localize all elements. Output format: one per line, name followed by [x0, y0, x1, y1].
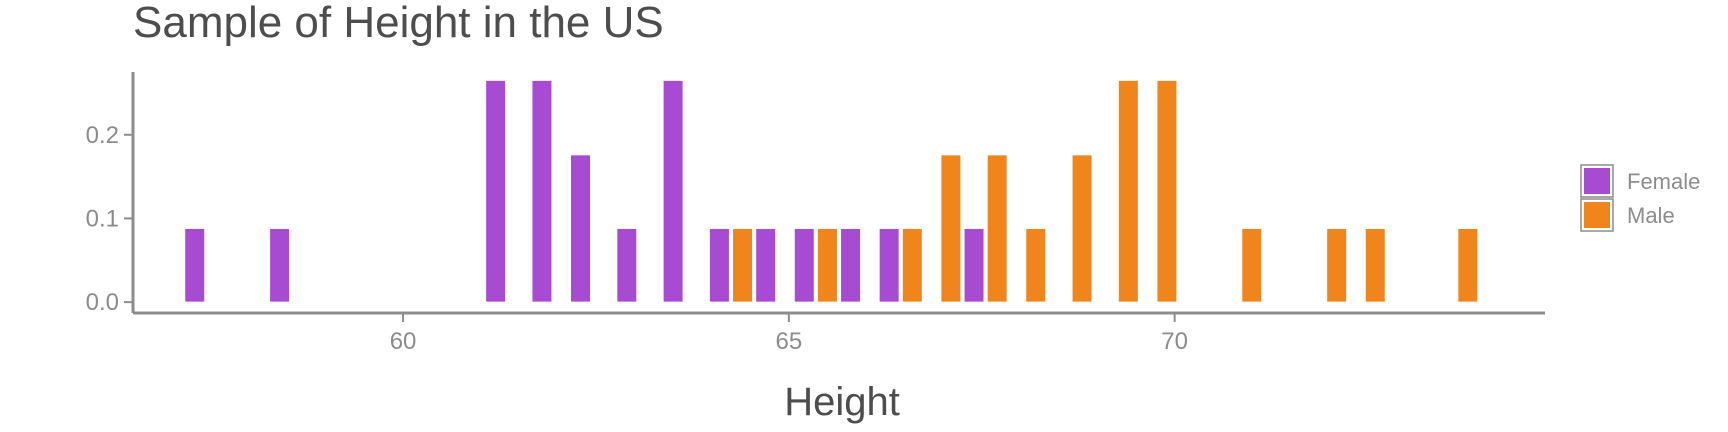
bar-female — [755, 227, 777, 303]
legend-swatch-male — [1584, 202, 1610, 228]
bar-male — [1326, 227, 1348, 303]
y-tick-label: 0.0 — [86, 289, 119, 316]
bar-male — [1156, 79, 1178, 303]
bar-female — [485, 79, 507, 303]
bar-male — [1117, 79, 1139, 303]
bar-female — [184, 227, 206, 303]
bar-male — [1241, 227, 1263, 303]
bar-female — [963, 227, 985, 303]
bar-male — [1364, 227, 1386, 303]
x-axis-ticks: 60 65 70 — [390, 313, 1188, 355]
legend-label-male: Male — [1627, 203, 1675, 228]
x-axis-title: Height — [784, 380, 900, 424]
y-tick-label: 0.2 — [86, 122, 119, 149]
bar-female — [878, 227, 900, 303]
x-tick-label: 65 — [775, 328, 802, 355]
y-tick-label: 0.1 — [86, 205, 119, 232]
plot-axes — [131, 72, 1545, 315]
bar-male — [940, 154, 962, 303]
x-tick-label: 60 — [390, 328, 417, 355]
bar-male — [1071, 154, 1093, 303]
legend-swatch-female — [1584, 168, 1610, 194]
legend-label-female: Female — [1627, 169, 1700, 194]
y-axis-ticks: 0.0 0.1 0.2 — [86, 122, 133, 316]
bar-male — [732, 227, 754, 303]
bar-female — [616, 227, 638, 303]
bar-male — [1457, 227, 1479, 303]
bar-male — [1025, 227, 1047, 303]
x-tick-label: 70 — [1161, 328, 1188, 355]
bar-female — [269, 227, 291, 303]
legend: Female Male — [1580, 164, 1700, 232]
bar-female — [708, 227, 730, 303]
bar-female — [793, 227, 815, 303]
bar-female — [840, 227, 862, 303]
bar-male — [816, 227, 838, 303]
bar-male — [986, 154, 1008, 303]
bar-female — [570, 154, 592, 303]
bar-female — [662, 79, 684, 303]
bar-male — [901, 227, 923, 303]
chart-title: Sample of Height in the US — [133, 0, 664, 47]
bar-female — [531, 79, 553, 303]
bars — [184, 79, 1479, 303]
